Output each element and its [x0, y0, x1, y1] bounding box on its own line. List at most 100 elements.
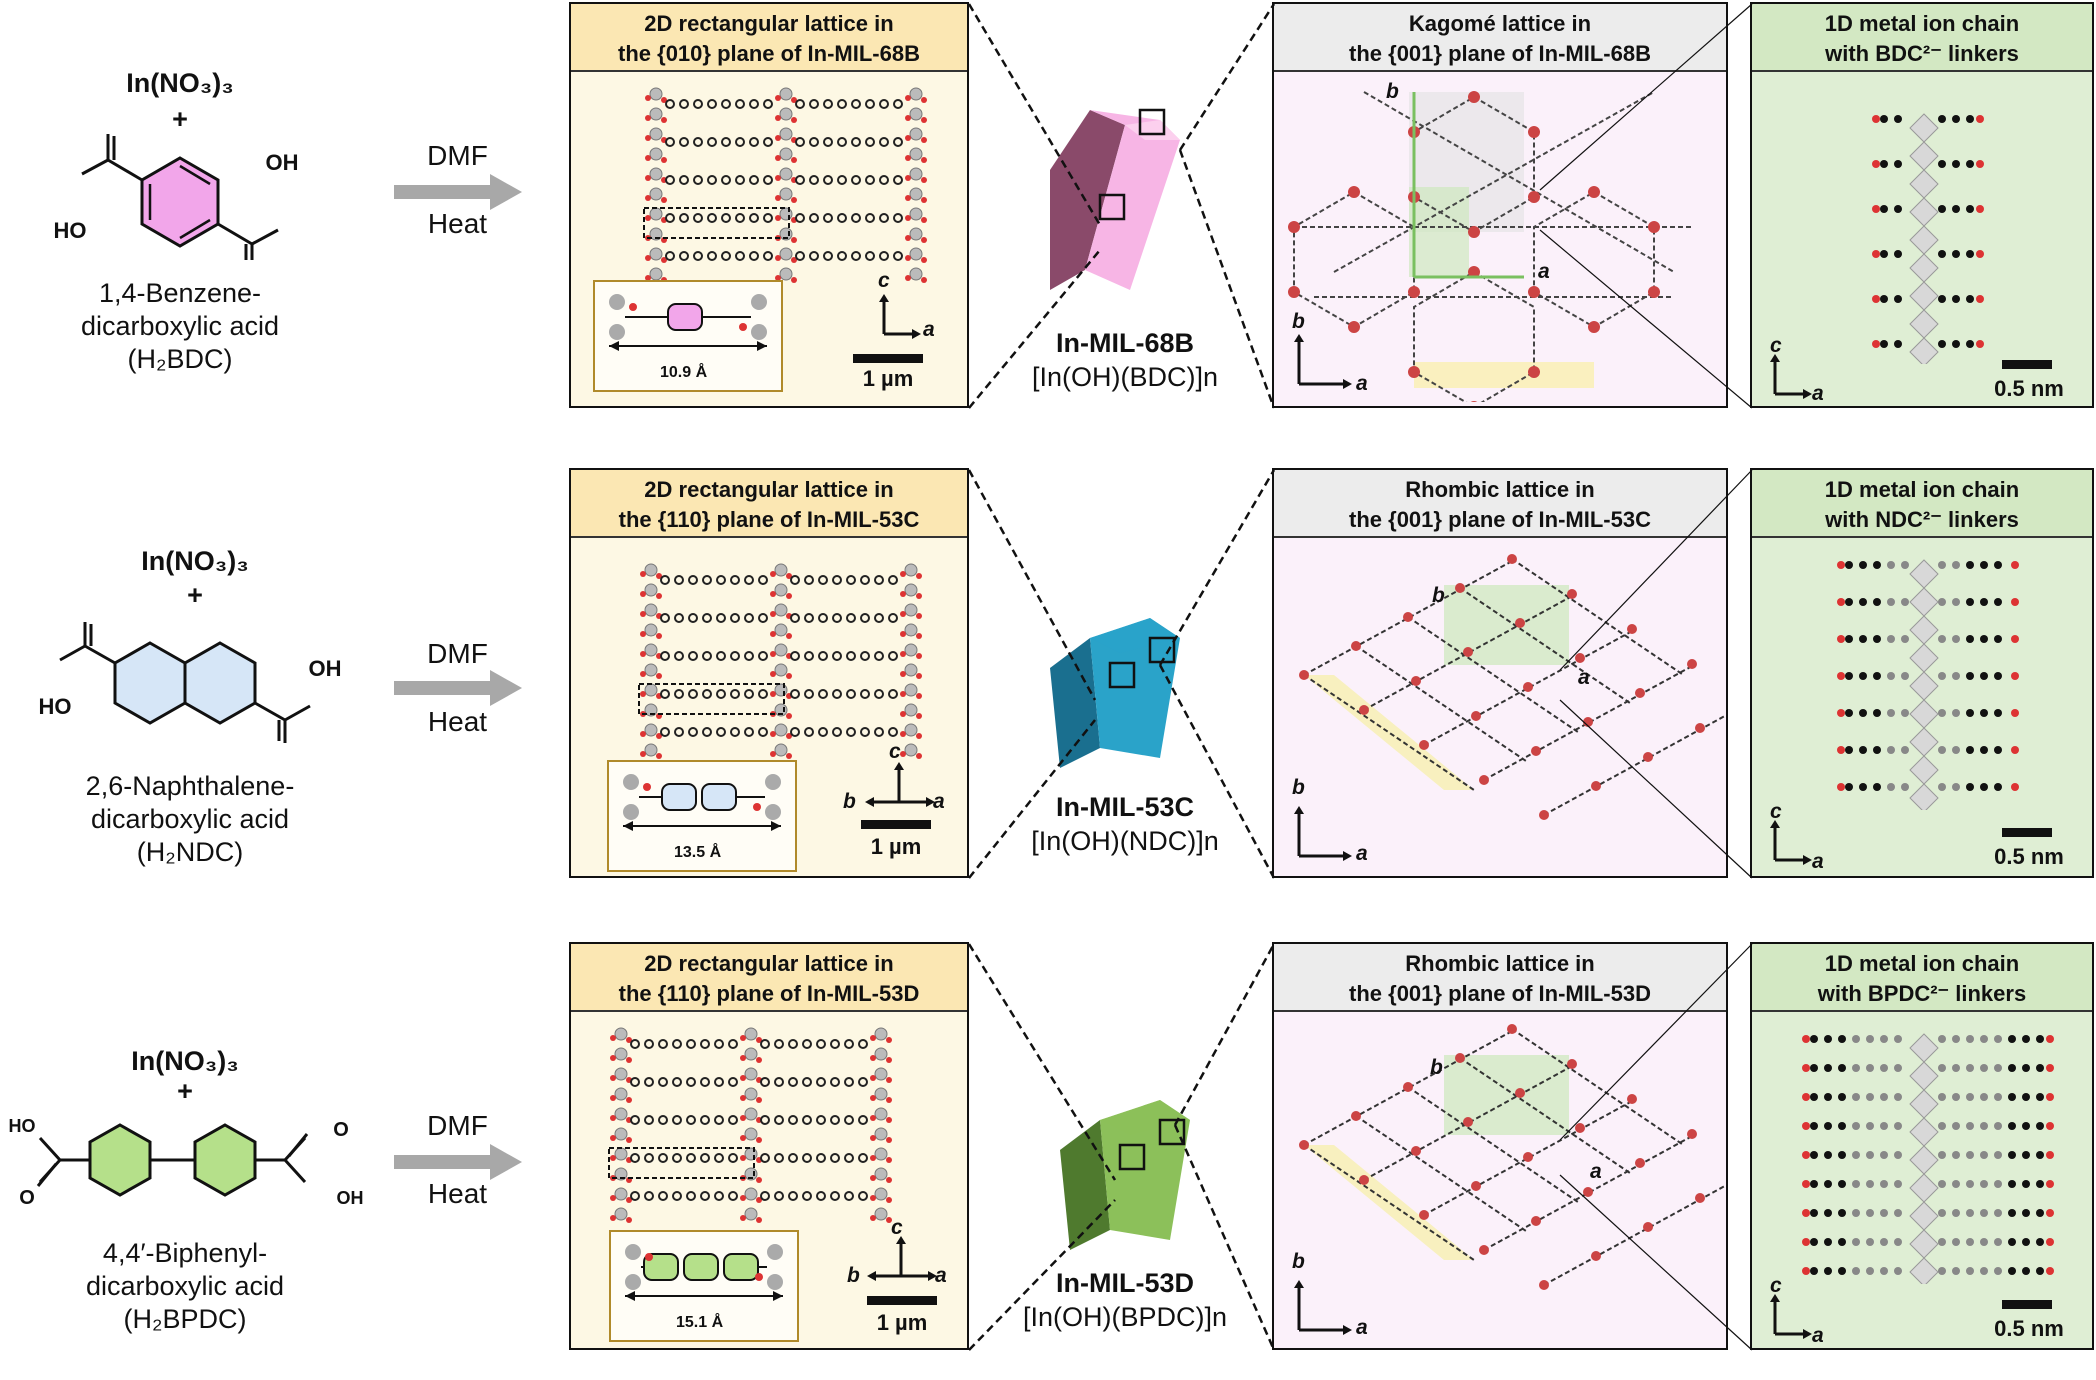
- axis-b-label-2: b: [1292, 776, 1305, 799]
- scale-label: 0.5 nm: [1994, 844, 2064, 869]
- chain-title-line2: with BPDC²⁻ linkers: [1817, 981, 2027, 1006]
- lattice-panel: 2D rectangular lattice in the {110} plan…: [569, 942, 969, 1350]
- linker-inset: 10.9 Å: [593, 280, 783, 392]
- axis-c-label: c: [878, 269, 890, 292]
- lattice-title-line2: the {110} plane of In-MIL-53C: [618, 507, 920, 532]
- ho-label: HO: [8, 1116, 36, 1136]
- plane-panel: Rhombic lattice in the {001} plane of In…: [1272, 942, 1728, 1350]
- crystal-shape: [1050, 618, 1180, 768]
- oh-label: OH: [336, 1188, 364, 1208]
- scale-label: 1 µm: [876, 1310, 928, 1335]
- linker-inset: 15.1 Å: [609, 1230, 799, 1342]
- row-in-mil-53c: In(NO₃)₃ + OH HO 2,6-Naphthalene- dicarb…: [0, 468, 2096, 908]
- lattice-panel: 2D rectangular lattice in the {010} plan…: [569, 2, 969, 408]
- chain-atoms: [1872, 113, 1984, 364]
- axis-arrows: [867, 1236, 937, 1281]
- o-label-2: O: [333, 1119, 349, 1141]
- chain-atoms: [1837, 559, 2019, 810]
- plane-title-line2: the {001} plane of In-MIL-68B: [1349, 41, 1651, 66]
- conditions-top: DMF: [427, 638, 488, 669]
- ho-label: HO: [53, 218, 87, 243]
- chain-title-line1: 1D metal ion chain: [1824, 11, 2020, 36]
- axis-arrows: [1770, 820, 1812, 865]
- acid-name-line1: 2,6-Naphthalene-: [85, 771, 295, 801]
- axis-c-label: c: [1770, 1274, 1782, 1297]
- axis-a-label: a: [1538, 260, 1550, 283]
- reaction-arrow: [394, 174, 522, 210]
- axis-arrows: [879, 294, 921, 339]
- bdc-molecule: [81, 134, 279, 260]
- axis-a-label: a: [935, 1264, 947, 1287]
- acid-name-line1: 1,4-Benzene-: [98, 278, 262, 308]
- axis-b-label: b: [847, 1264, 860, 1287]
- rhombic-network: [1299, 554, 1726, 820]
- plane-title-line2: the {001} plane of In-MIL-53D: [1349, 981, 1651, 1006]
- lattice-title-line1: 2D rectangular lattice in: [644, 951, 894, 976]
- o-label: O: [19, 1187, 35, 1209]
- scale-bar: [853, 354, 923, 363]
- benzene-ring: [140, 156, 220, 248]
- axis-b-label-2: b: [1292, 310, 1305, 333]
- plane-title-line1: Kagomé lattice in: [1408, 11, 1592, 36]
- crystal-shape: [1060, 1100, 1190, 1250]
- row-in-mil-53d: In(NO₃)₃ + HO O O OH 4,4′-Biphenyl- dica…: [0, 940, 2096, 1380]
- chain-atoms: [1802, 1033, 2054, 1284]
- metal-chain-structure: [1837, 559, 2019, 810]
- plane-panel-title: Kagomé lattice in the {001} plane of In-…: [1274, 4, 1726, 72]
- lattice-panel-title: 2D rectangular lattice in the {110} plan…: [571, 470, 967, 538]
- linker-inset: 13.5 Å: [607, 760, 797, 872]
- axis-arrows: [1770, 1294, 1812, 1339]
- chain-title-line1: 1D metal ion chain: [1824, 477, 2020, 502]
- scale-bar: [2002, 1300, 2052, 1309]
- scale-label: 0.5 nm: [1994, 376, 2064, 401]
- crystal-formula: [In(OH)(BPDC)]n: [1022, 1302, 1228, 1332]
- plane-title-line1: Rhombic lattice in: [1405, 951, 1595, 976]
- linker-atoms: [623, 774, 781, 831]
- ho-label: HO: [38, 694, 72, 719]
- chain-panel-title: 1D metal ion chain with BDC²⁻ linkers: [1752, 4, 2092, 72]
- lattice-network: [608, 1027, 892, 1223]
- axis-a-label: a: [923, 318, 935, 341]
- axis-arrows: [1294, 806, 1352, 861]
- crystal-formula: [In(OH)(NDC)]n: [1031, 826, 1219, 856]
- crystal-name: In-MIL-68B: [1056, 328, 1194, 358]
- scale-label: 1 µm: [870, 834, 922, 859]
- rectangular-lattice-structure: [643, 87, 927, 283]
- scale-bar: [2002, 828, 2052, 837]
- chain-title-line2: with NDC²⁻ linkers: [1825, 507, 2019, 532]
- reaction-arrow: [394, 670, 522, 706]
- chain-title-line1: 1D metal ion chain: [1824, 951, 2020, 976]
- ndc-molecule: [59, 622, 311, 743]
- crystal-body: [1050, 108, 1180, 290]
- plane-panel-title: Rhombic lattice in the {001} plane of In…: [1274, 944, 1726, 1012]
- axis-c-label: c: [1770, 334, 1782, 357]
- chain-panel-title: 1D metal ion chain with BPDC²⁻ linkers: [1752, 944, 2092, 1012]
- metal-chain-structure: [1872, 113, 1984, 364]
- acid-abbrev: (H₂BDC): [127, 344, 233, 374]
- plane-title-line1: Rhombic lattice in: [1405, 477, 1595, 502]
- scale-bar: [861, 820, 931, 829]
- linker-atoms: [609, 294, 767, 351]
- linker-molecule: [609, 294, 767, 351]
- lattice-panel-title: 2D rectangular lattice in the {010} plan…: [571, 4, 967, 72]
- chain-panel: 1D metal ion chain with BDC²⁻ linkers c …: [1750, 2, 2094, 408]
- rectangular-lattice-structure: [608, 1027, 892, 1223]
- axis-b-label: b: [1386, 80, 1399, 103]
- lattice-title-line1: 2D rectangular lattice in: [644, 477, 894, 502]
- acid-name-line2: dicarboxylic acid: [85, 1271, 285, 1301]
- linker-length: 10.9 Å: [660, 364, 708, 381]
- axis-a-label-2: a: [1356, 1316, 1368, 1339]
- lattice-title-line2: the {010} plane of In-MIL-68B: [618, 41, 920, 66]
- reaction-arrow: [394, 1144, 522, 1180]
- chain-panel-title: 1D metal ion chain with NDC²⁻ linkers: [1752, 470, 2092, 538]
- plane-title-line2: the {001} plane of In-MIL-53C: [1349, 507, 1651, 532]
- axis-c-label: c: [1770, 800, 1782, 823]
- linker-atoms: [625, 1244, 783, 1301]
- lattice-panel: 2D rectangular lattice in the {110} plan…: [569, 468, 969, 878]
- linker-length: 15.1 Å: [676, 1314, 724, 1331]
- scale-label: 1 µm: [862, 366, 914, 391]
- acid-abbrev: (H₂BPDC): [123, 1304, 247, 1334]
- oh-label: OH: [308, 656, 342, 681]
- chain-title-line2: with BDC²⁻ linkers: [1825, 41, 2019, 66]
- crystal-body: [1050, 618, 1180, 768]
